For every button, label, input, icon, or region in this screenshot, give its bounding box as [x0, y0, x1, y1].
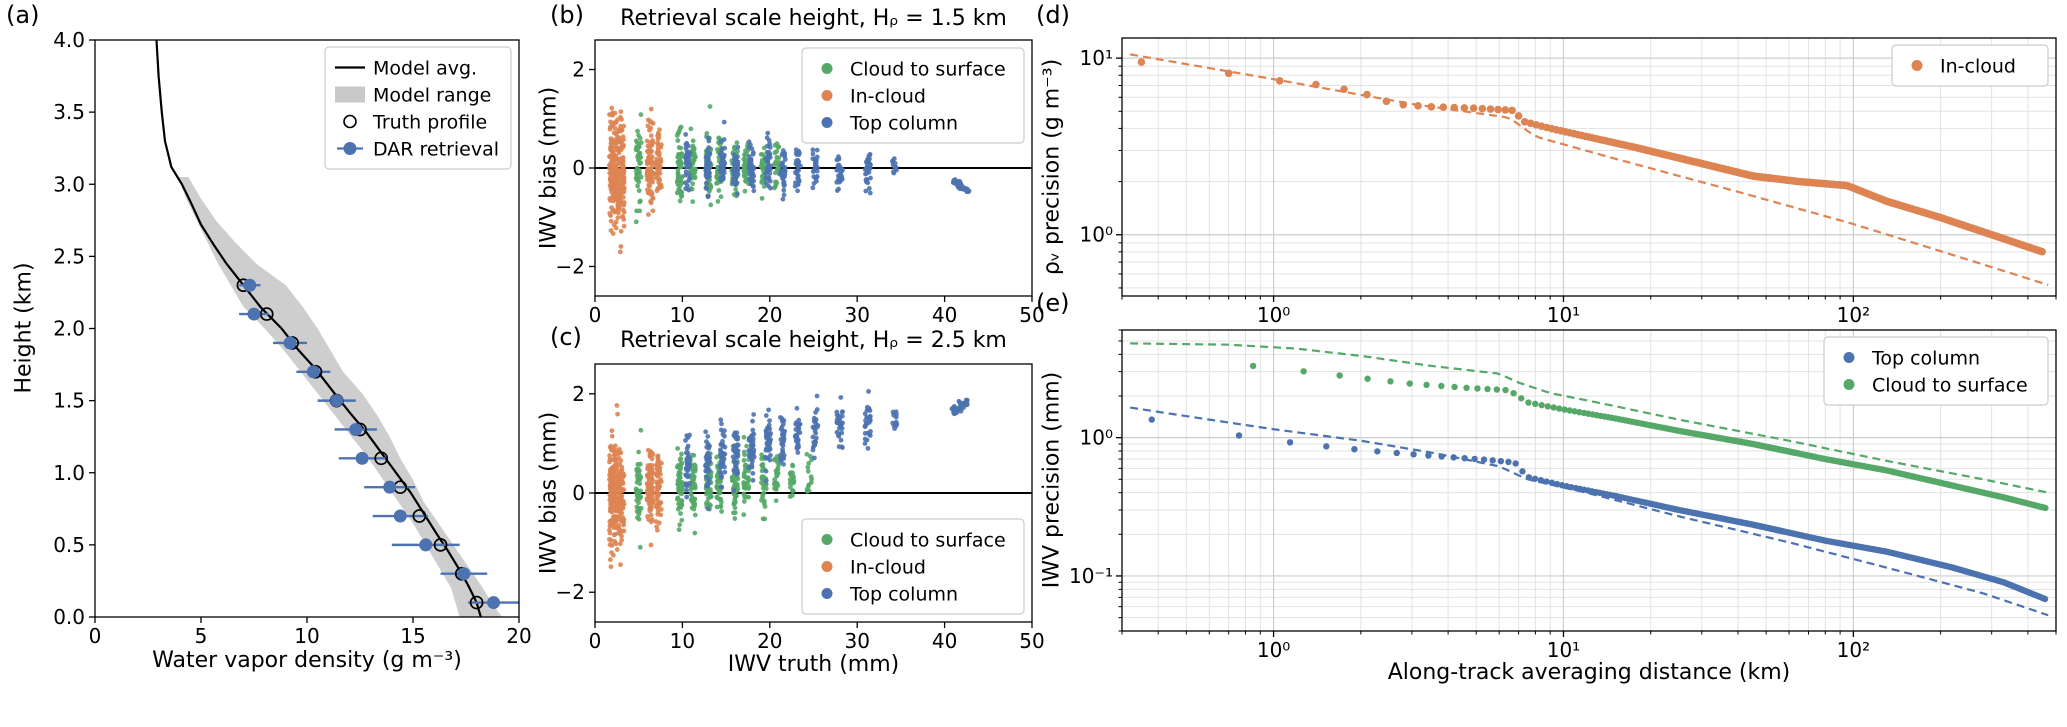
svg-text:10⁰: 10⁰ — [1080, 223, 1113, 247]
svg-text:2.5: 2.5 — [53, 244, 85, 268]
svg-text:50: 50 — [1019, 629, 1044, 653]
svg-text:5: 5 — [195, 624, 208, 648]
svg-text:0: 0 — [89, 624, 102, 648]
svg-text:10⁻¹: 10⁻¹ — [1069, 564, 1113, 588]
panel-c-yaxis-label: IWV bias (mm) — [536, 411, 562, 575]
svg-text:2: 2 — [572, 382, 585, 406]
svg-text:40: 40 — [932, 303, 957, 327]
svg-text:0.5: 0.5 — [53, 533, 85, 557]
panel-d-label: (d) — [1036, 1, 1070, 29]
svg-text:10²: 10² — [1837, 303, 1870, 327]
panel-e-label: (e) — [1036, 289, 1070, 317]
svg-text:10: 10 — [670, 303, 695, 327]
svg-text:0: 0 — [589, 629, 602, 653]
panel-b-title: Retrieval scale height, Hᵨ = 1.5 km — [620, 6, 1007, 31]
svg-text:3.5: 3.5 — [53, 100, 85, 124]
panel-a-xaxis-label: Water vapor density (g m⁻³) — [152, 648, 462, 673]
svg-text:3.0: 3.0 — [53, 172, 85, 196]
svg-text:30: 30 — [844, 629, 869, 653]
panel-d-yaxis-label: ρᵥ precision (g m⁻³) — [1039, 58, 1065, 276]
svg-text:1.5: 1.5 — [53, 389, 85, 413]
panel-a-label: (a) — [6, 1, 40, 29]
svg-text:In-cloud: In-cloud — [850, 86, 926, 108]
svg-text:2: 2 — [572, 58, 585, 82]
svg-text:Cloud to surface: Cloud to surface — [1872, 375, 2028, 397]
panel-c-xaxis-label: IWV truth (mm) — [727, 652, 900, 677]
svg-text:10²: 10² — [1837, 638, 1870, 662]
panel-b-yaxis-label: IWV bias (mm) — [536, 86, 562, 250]
svg-text:−2: −2 — [556, 254, 585, 278]
svg-text:20: 20 — [757, 629, 782, 653]
svg-text:Top column: Top column — [849, 584, 958, 606]
svg-text:15: 15 — [400, 624, 425, 648]
panel-a-yaxis-label: Height (km) — [11, 262, 37, 394]
panel-c-label: (c) — [550, 323, 582, 351]
svg-text:10⁰: 10⁰ — [1257, 638, 1290, 662]
svg-text:30: 30 — [844, 303, 869, 327]
svg-text:40: 40 — [932, 629, 957, 653]
panel-e-xaxis-label: Along-track averaging distance (km) — [1387, 660, 1791, 685]
svg-text:Top column: Top column — [849, 113, 958, 135]
svg-text:Model range: Model range — [373, 85, 491, 107]
svg-text:Top column: Top column — [1871, 348, 1980, 370]
svg-text:4.0: 4.0 — [53, 28, 85, 52]
svg-text:0: 0 — [572, 156, 585, 180]
svg-text:50: 50 — [1019, 303, 1044, 327]
svg-text:Model avg.: Model avg. — [373, 58, 477, 80]
svg-text:10⁰: 10⁰ — [1257, 303, 1290, 327]
svg-text:Cloud to surface: Cloud to surface — [850, 59, 1006, 81]
svg-text:10¹: 10¹ — [1080, 46, 1113, 70]
panel-e-yaxis-label: IWV precision (mm) — [1039, 371, 1065, 589]
svg-text:Cloud to surface: Cloud to surface — [850, 530, 1006, 552]
svg-text:10: 10 — [670, 629, 695, 653]
panel-b-label: (b) — [550, 1, 584, 29]
svg-text:1.0: 1.0 — [53, 461, 85, 485]
svg-text:Truth profile: Truth profile — [372, 112, 487, 134]
svg-text:20: 20 — [757, 303, 782, 327]
svg-text:In-cloud: In-cloud — [850, 557, 926, 579]
svg-text:In-cloud: In-cloud — [1940, 56, 2016, 78]
svg-text:10¹: 10¹ — [1547, 638, 1580, 662]
svg-text:10: 10 — [294, 624, 319, 648]
svg-text:0: 0 — [572, 481, 585, 505]
svg-text:10¹: 10¹ — [1547, 303, 1580, 327]
svg-text:0: 0 — [589, 303, 602, 327]
svg-text:DAR retrieval: DAR retrieval — [373, 139, 499, 161]
svg-text:2.0: 2.0 — [53, 317, 85, 341]
svg-text:0.0: 0.0 — [53, 605, 85, 629]
svg-text:10⁰: 10⁰ — [1080, 426, 1113, 450]
svg-text:−2: −2 — [556, 580, 585, 604]
panel-c-title: Retrieval scale height, Hᵨ = 2.5 km — [620, 328, 1007, 353]
svg-text:20: 20 — [506, 624, 531, 648]
